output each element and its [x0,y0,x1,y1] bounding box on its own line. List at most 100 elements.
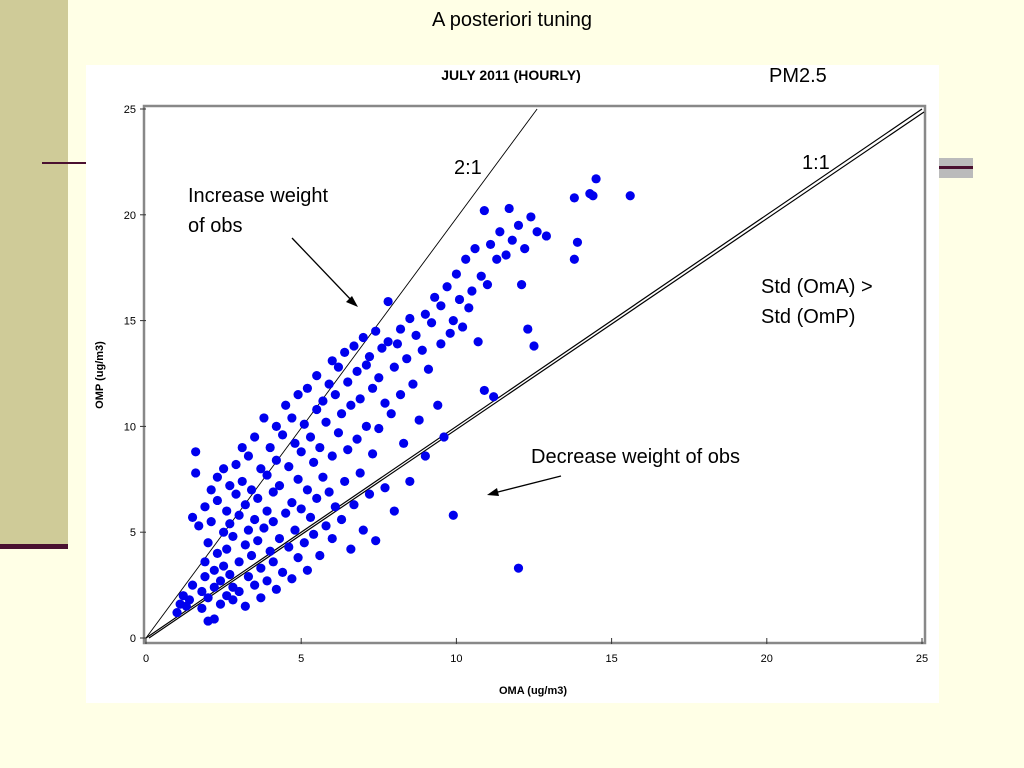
data-point [253,536,263,546]
data-point [318,472,328,482]
data-point [187,580,198,590]
data-point [274,481,285,491]
data-point [448,510,458,520]
slide-title: A posteriori tuning [431,9,593,31]
y-axis-label: OMP (ug/m3) [94,341,106,409]
data-point [259,523,269,533]
data-point [392,339,403,349]
data-point [246,485,257,495]
data-point [256,464,266,474]
data-point [206,485,216,495]
data-point [268,557,278,567]
data-point [222,544,232,554]
decrease-arrow [493,475,562,494]
data-point [302,565,313,575]
data-point [355,394,365,404]
decorative-line-bottom [0,544,68,549]
increase-arrow [291,237,355,304]
data-point [250,514,260,525]
data-point [352,434,362,444]
y-tick-label: 5 [130,527,136,539]
data-point [420,309,430,319]
data-point [389,506,399,516]
data-point [504,203,514,214]
data-point [299,538,309,548]
data-point [358,525,368,535]
data-point [349,341,359,351]
data-point [172,608,182,618]
data-point [240,540,250,550]
y-tick-label: 0 [130,633,136,645]
data-point [246,550,257,561]
data-point [364,351,375,362]
data-point [333,428,344,438]
data-point [271,584,281,594]
data-point [231,489,241,499]
decrease-arrowhead [487,488,499,496]
data-point [358,332,368,343]
data-point [324,487,334,497]
decorative-line-right [939,166,973,169]
data-point [343,445,353,455]
data-point [293,474,303,484]
data-point [411,330,421,341]
data-point [479,205,489,216]
data-point [420,451,430,461]
data-point [203,593,213,603]
data-point [237,476,247,487]
data-point [346,400,356,410]
data-point [268,517,278,527]
data-point [364,489,375,499]
data-point [367,449,378,459]
data-point [333,362,344,372]
data-point [225,569,235,580]
x-axis-label: OMA (ug/m3) [499,685,567,697]
data-point [327,533,337,544]
data-point [212,495,222,506]
data-point [330,390,340,400]
y-tick-label: 15 [124,316,136,328]
data-point [237,442,247,453]
data-point [256,563,266,573]
data-point [423,364,434,374]
data-point [231,459,241,470]
data-point [513,563,524,573]
data-point [371,326,381,336]
data-point [380,398,390,408]
data-point [274,533,285,544]
data-point [203,538,213,548]
data-point [271,421,281,431]
data-point [489,392,499,402]
data-point [234,586,244,597]
data-point [287,413,297,423]
data-point [299,419,309,429]
data-point [448,316,458,326]
data-point [330,502,340,512]
data-point [293,390,303,400]
std-label-line1: Std (OmA) > [761,276,873,298]
y-tick-label: 25 [124,104,136,116]
data-point [340,476,350,487]
data-point [395,390,406,400]
data-point [184,595,195,605]
std-label-line2: Std (OmP) [761,306,856,328]
data-point [374,423,384,434]
data-point [309,457,319,467]
data-point [212,548,222,558]
data-point [206,517,216,527]
data-point [591,174,601,184]
data-point [439,432,449,442]
data-point [225,481,235,491]
data-point [277,567,288,578]
data-point [336,514,347,525]
data-point [374,373,384,383]
data-point [284,542,294,552]
data-point [520,244,530,254]
data-point [296,504,306,514]
ratio-1-1-label: 1:1 [802,152,830,174]
data-point [327,356,337,366]
ratio-2-1-label: 2:1 [454,157,482,179]
data-point [513,220,524,230]
data-point [305,512,316,522]
one-to-one-line-a [145,108,923,639]
